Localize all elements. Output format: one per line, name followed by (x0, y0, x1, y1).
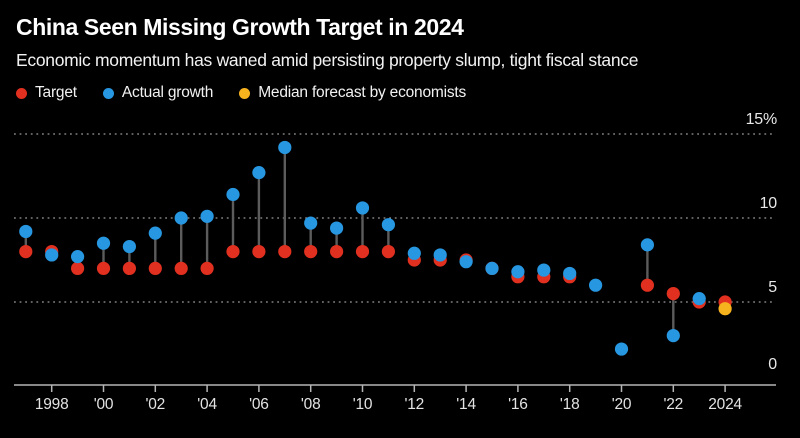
y-axis-label-5: 5 (768, 279, 777, 296)
chart-subtitle: Economic momentum has waned amid persist… (16, 50, 639, 70)
dot-actual-2000 (96, 236, 111, 250)
x-axis-label-2020: '20 (612, 396, 632, 413)
dot-target-2022 (666, 287, 680, 301)
dot-actual-2001 (122, 239, 136, 254)
legend-label-target: Target (35, 84, 77, 101)
legend-item-median-forecast: Median forecast by economists (239, 84, 466, 102)
dot-actual-2017 (537, 263, 551, 277)
dot-target-2000 (96, 261, 111, 275)
x-axis-label-2012: '12 (404, 396, 424, 413)
dot-actual-2023 (692, 292, 706, 306)
dot-actual-2011 (381, 218, 395, 232)
legend-label-median-forecast: Median forecast by economists (258, 84, 467, 101)
y-axis-label-15: 15% (746, 111, 777, 128)
x-axis-label-1998: 1998 (35, 396, 69, 413)
dot-actual-2015 (485, 261, 499, 275)
dot-actual-2009 (330, 221, 344, 235)
x-axis-label-2016: '16 (508, 396, 528, 413)
x-axis-label-2010: '10 (353, 396, 373, 413)
dot-actual-1999 (71, 250, 85, 264)
chart-header: China Seen Missing Growth Target in 2024… (16, 13, 784, 102)
dot-target-1999 (71, 261, 85, 275)
dot-actual-1997 (19, 224, 33, 239)
y-axis-labels: 0 5 10 15% (746, 111, 778, 373)
legend-item-target: Target (16, 84, 77, 102)
y-axis-label-10: 10 (760, 195, 778, 212)
x-axis-label-2022: '22 (663, 396, 683, 413)
dot-target-2002 (148, 261, 162, 275)
dot-actual-1998 (45, 248, 59, 262)
dot-target-2011 (381, 245, 395, 259)
legend-label-actual-growth: Actual growth (121, 84, 214, 101)
dot-target-2021 (640, 278, 655, 292)
dot-actual-2013 (433, 248, 447, 262)
dot-target-2008 (304, 245, 318, 259)
growth-chart-canvas: 1998 '00 '02 '04 '06 '08 '10 '12 '14 '16 '18 '20 '22… (14, 111, 778, 413)
dot-actual-2005 (226, 187, 240, 202)
dot-target-2004 (200, 261, 214, 275)
x-axis-label-2018: '18 (560, 396, 580, 413)
legend-item-actual-growth: Actual growth (102, 84, 214, 102)
dot-actual-2012 (407, 246, 421, 260)
page-title: China Seen Missing Growth Target in 2024 (16, 14, 464, 40)
dot-forecast-2024 (718, 302, 732, 316)
dot-target-2007 (278, 245, 292, 259)
gridlines (14, 133, 775, 303)
x-axis: 1998 '00 '02 '04 '06 '08 '10 '12 '14 '16 '18 '20 '22… (14, 384, 776, 413)
dot-actual-2016 (511, 265, 525, 279)
dot-actual-2014 (459, 255, 473, 269)
median-forecast-dot-icon (239, 87, 251, 99)
x-axis-label-2000: '00 (94, 396, 114, 413)
dot-actual-2019 (589, 278, 603, 292)
dot-actual-2002 (148, 226, 162, 240)
dot-actual-2004 (200, 209, 214, 223)
dot-target-2009 (330, 245, 344, 259)
target-dot-icon (16, 87, 27, 99)
x-axis-label-2024: 2024 (708, 396, 742, 413)
dot-actual-2018 (563, 266, 577, 281)
x-axis-label-2014: '14 (456, 396, 476, 413)
y-axis-label-0: 0 (768, 356, 777, 373)
dot-target-1997 (19, 245, 33, 259)
x-axis-label-2002: '02 (145, 396, 165, 413)
dot-target-2010 (355, 245, 370, 259)
data-dots (19, 140, 732, 356)
dot-target-2006 (252, 245, 266, 259)
dot-actual-2007 (278, 140, 292, 155)
actual-growth-dot-icon (102, 87, 114, 99)
dot-actual-2003 (174, 211, 188, 225)
x-axis-label-2008: '08 (301, 396, 321, 413)
dot-actual-2010 (355, 201, 370, 215)
x-axis-label-2006: '06 (249, 396, 269, 413)
legend: Target Actual growth Median forecast by … (16, 84, 784, 102)
dot-actual-2008 (304, 216, 318, 230)
dot-target-2003 (174, 261, 188, 275)
dot-target-2001 (122, 261, 136, 275)
dot-target-2005 (226, 245, 240, 259)
dot-actual-2020 (614, 342, 629, 356)
dot-actual-2006 (252, 166, 266, 180)
dot-actual-2021 (640, 238, 655, 252)
x-axis-label-2004: '04 (197, 396, 217, 413)
dot-actual-2022 (666, 329, 680, 343)
